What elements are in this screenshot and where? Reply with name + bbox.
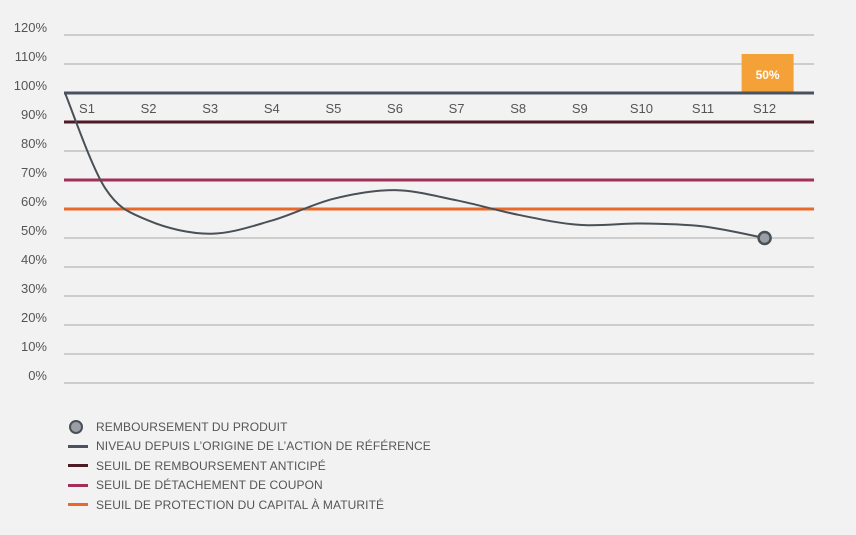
x-tick-label: S11	[692, 101, 714, 116]
x-tick-label: S9	[572, 101, 588, 116]
y-tick-label: 40%	[21, 252, 47, 267]
y-tick-label: 120%	[14, 20, 48, 35]
y-tick-label: 100%	[14, 78, 48, 93]
legend-line-icon	[68, 503, 90, 507]
x-tick-label: S1	[79, 101, 95, 116]
legend-item-reference-level: NIVEAU DEPUIS L’ORIGINE DE L’ACTION DE R…	[68, 437, 431, 457]
legend: REMBOURSEMENT DU PRODUIT NIVEAU DEPUIS L…	[68, 417, 431, 515]
y-tick-label: 20%	[21, 310, 47, 325]
x-tick-label: S2	[141, 101, 157, 116]
legend-line-icon	[68, 444, 90, 448]
legend-item-coupon-threshold: SEUIL DE DÉTACHEMENT DE COUPON	[68, 476, 431, 496]
redemption-point	[757, 230, 772, 246]
y-tick-label: 30%	[21, 281, 47, 296]
x-tick-label: S3	[202, 101, 218, 116]
y-tick-label: 110%	[15, 49, 48, 64]
x-tick-label: S12	[753, 101, 776, 116]
value-callout-box	[741, 54, 794, 94]
y-tick-label: 90%	[21, 107, 47, 122]
y-tick-label: 60%	[21, 194, 47, 209]
legend-item-early-redemption: SEUIL DE REMBOURSEMENT ANTICIPÉ	[68, 456, 431, 476]
legend-label: SEUIL DE DÉTACHEMENT DE COUPON	[96, 478, 323, 493]
legend-item-product-redemption: REMBOURSEMENT DU PRODUIT	[68, 417, 431, 437]
legend-label: SEUIL DE REMBOURSEMENT ANTICIPÉ	[96, 458, 326, 473]
value-callout-label: 50%	[756, 68, 780, 82]
x-tick-label: S6	[387, 101, 403, 116]
legend-item-capital-protection: SEUIL DE PROTECTION DU CAPITAL À MATURIT…	[68, 495, 431, 515]
legend-line-icon	[68, 483, 90, 487]
x-tick-label: S8	[510, 101, 526, 116]
legend-label: REMBOURSEMENT DU PRODUIT	[96, 419, 288, 434]
y-tick-label: 50%	[21, 223, 47, 238]
x-tick-label: S5	[325, 101, 341, 116]
x-tick-label: S7	[449, 101, 465, 116]
y-tick-label: 80%	[21, 136, 47, 151]
y-tick-label: 10%	[21, 339, 47, 354]
legend-line-icon	[68, 464, 90, 468]
legend-label: NIVEAU DEPUIS L’ORIGINE DE L’ACTION DE R…	[96, 439, 431, 454]
reference-share-curve	[64, 92, 765, 239]
legend-dot-icon	[68, 419, 90, 434]
y-tick-label: 70%	[21, 165, 47, 180]
x-tick-label: S4	[264, 101, 280, 116]
legend-label: SEUIL DE PROTECTION DU CAPITAL À MATURIT…	[96, 497, 385, 512]
y-tick-label: 0%	[28, 368, 47, 383]
x-tick-label: S10	[630, 101, 653, 116]
chart-canvas: 0% 10% 20% 30% 40% 50% 60% 70% 80% 90% 100% 110% 120…	[14, 20, 814, 384]
